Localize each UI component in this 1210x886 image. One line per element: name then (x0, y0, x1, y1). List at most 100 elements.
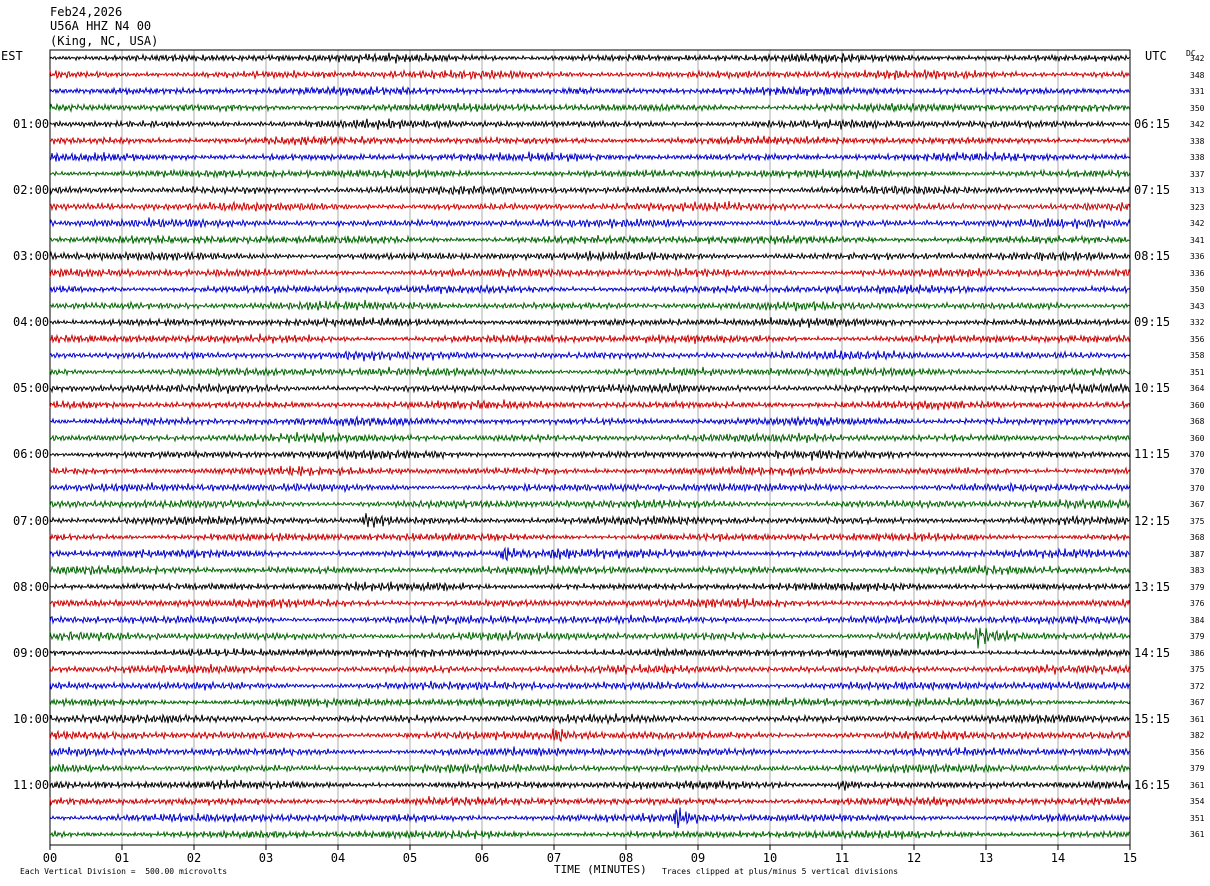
seismic-trace (49, 52, 1130, 64)
seismic-trace (49, 746, 1131, 758)
x-tick-label: 02 (187, 851, 201, 865)
x-tick-label: 06 (475, 851, 489, 865)
left-hour-label: 04:00 (13, 315, 50, 330)
station-location: (King, NC, USA) (50, 34, 159, 48)
dc-offset-label: 342 (1190, 120, 1205, 130)
seismic-trace (49, 349, 1131, 362)
dc-offset-label: 379 (1190, 582, 1205, 592)
seismic-trace (49, 366, 1131, 378)
seismic-trace (49, 627, 1131, 649)
left-hour-label: 02:00 (13, 183, 50, 198)
x-tick-label: 10 (763, 851, 777, 865)
seismic-trace (49, 333, 1131, 345)
dc-offset-label: 338 (1190, 136, 1205, 146)
seismic-trace (49, 316, 1131, 328)
seismic-trace (49, 184, 1131, 196)
seismic-trace (49, 250, 1131, 263)
seismic-trace (49, 102, 1131, 114)
station-id: U56A HHZ N4 00 (50, 19, 152, 33)
left-hour-label: 08:00 (13, 579, 50, 594)
seismic-trace (49, 481, 1131, 494)
dc-offset-label: 367 (1190, 500, 1205, 510)
x-tick-label: 04 (331, 851, 345, 865)
dc-offset-label: 350 (1190, 103, 1205, 113)
right-timezone-label: UTC (1145, 49, 1167, 63)
dc-offset-label: 364 (1190, 384, 1205, 394)
seismic-trace (49, 762, 1131, 774)
right-hour-label: 13:15 (1134, 579, 1171, 594)
dc-offset-label: 379 (1190, 764, 1205, 774)
seismic-trace (49, 646, 1131, 659)
seismic-trace (49, 597, 1131, 610)
dc-offset-label: 323 (1190, 202, 1205, 212)
seismic-trace (49, 283, 1131, 296)
dc-offset-label: 361 (1190, 780, 1205, 790)
left-hour-label: 07:00 (13, 513, 50, 528)
seismic-trace (49, 135, 1131, 147)
dc-offset-label: 387 (1190, 549, 1205, 559)
x-tick-label: 13 (979, 851, 993, 865)
left-hour-label: 05:00 (13, 381, 50, 396)
right-hour-label: 11:15 (1134, 447, 1171, 462)
dc-offset-label: 368 (1190, 533, 1205, 543)
seismic-trace (49, 663, 1131, 675)
left-hour-label: 06:00 (13, 447, 50, 462)
plot-date: Feb24,2026 (50, 5, 123, 19)
left-hour-label: 01:00 (13, 117, 50, 132)
right-hour-label: 12:15 (1134, 513, 1171, 528)
dc-offset-label: 332 (1190, 318, 1205, 328)
seismic-trace (49, 448, 1131, 461)
seismic-trace (49, 168, 1131, 180)
right-hour-label: 06:15 (1134, 117, 1171, 132)
seismic-trace (49, 779, 1131, 791)
right-hour-label: 14:15 (1134, 645, 1171, 660)
dc-offset-label: 356 (1190, 747, 1205, 757)
dc-offset-label: 358 (1190, 351, 1205, 361)
x-tick-label: 14 (1051, 851, 1065, 865)
plot-frame (49, 49, 1131, 846)
seismic-trace (49, 713, 1131, 726)
dc-offset-label: 360 (1190, 433, 1205, 443)
dc-offset-label: 370 (1190, 467, 1205, 476)
clip-note: Traces clipped at plus/minus 5 vertical … (662, 867, 899, 876)
x-axis-title: TIME (MINUTES) (554, 863, 647, 876)
dc-offset-label: 342 (1190, 219, 1205, 229)
dc-offset-label: 360 (1190, 400, 1205, 410)
right-hour-label: 09:15 (1134, 315, 1171, 330)
dc-offset-label: 350 (1190, 285, 1205, 295)
x-tick-label: 00 (43, 851, 57, 865)
dc-offset-label: 361 (1190, 714, 1205, 724)
dc-offset-label: 379 (1190, 632, 1205, 642)
seismic-trace (49, 614, 1131, 626)
x-tick-label: 03 (259, 851, 273, 865)
dc-offset-label: 313 (1190, 186, 1205, 196)
dc-offset-label: 341 (1190, 235, 1205, 245)
dc-offset-label: 375 (1190, 665, 1205, 675)
seismic-trace (49, 497, 1131, 510)
left-hour-label: 10:00 (13, 711, 50, 726)
dc-offset-label: 343 (1190, 301, 1205, 311)
x-tick-label: 01 (115, 851, 129, 865)
right-hour-label: 15:15 (1134, 711, 1171, 726)
seismic-trace (49, 85, 1131, 97)
dc-offset-label: 368 (1190, 417, 1205, 427)
x-tick-label: 09 (691, 851, 705, 865)
scale-note: Each Vertical Division = 500.00 microvol… (20, 867, 228, 876)
seismic-trace (49, 581, 1131, 593)
dc-offset-label: 383 (1190, 566, 1205, 576)
seismic-trace (49, 382, 1131, 395)
dc-offset-label: 375 (1190, 516, 1205, 526)
dc-offset-label: 338 (1190, 153, 1205, 163)
seismic-trace (49, 151, 1131, 163)
seismic-trace (49, 399, 1131, 411)
dc-offset-label: 342 (1190, 54, 1205, 63)
dc-offset-label: 370 (1190, 450, 1205, 460)
seismic-trace (49, 513, 1131, 528)
dc-offset-label: 336 (1190, 252, 1205, 262)
dc-offset-label: 370 (1190, 483, 1205, 493)
right-hour-label: 08:15 (1134, 249, 1171, 264)
seismic-trace (49, 267, 1131, 279)
x-tick-label: 07 (547, 851, 561, 865)
seismic-trace (49, 432, 1131, 444)
seismic-trace (49, 234, 1131, 246)
